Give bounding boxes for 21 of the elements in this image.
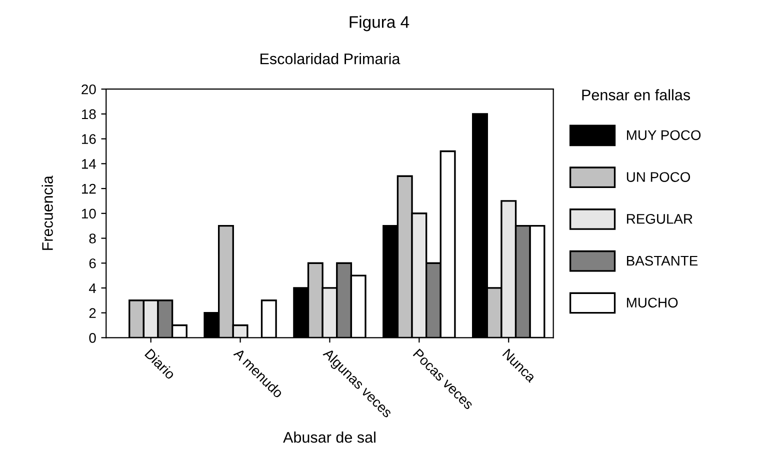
chart-title: Figura 4 (350, 16, 410, 32)
legend-title: Pensar en fallas (582, 89, 690, 100)
y-tick-label: 18 (82, 109, 96, 120)
legend-label: REGULAR (627, 214, 692, 224)
y-tick-label: 2 (89, 308, 96, 318)
x-axis-title: Abusar de sal (283, 432, 376, 443)
y-axis-title: Frecuencia (42, 176, 53, 250)
y-tick-label: 14 (82, 159, 96, 169)
chart-subtitle: Escolaridad Primaria (260, 53, 400, 64)
y-tick-label: 4 (88, 283, 96, 293)
legend-label: UN POCO (626, 172, 690, 182)
y-tick-label: 10 (82, 208, 96, 219)
legend-label: MUCHO (627, 298, 678, 308)
legend-label: BASTANTE (627, 256, 698, 266)
legend-label: MUY POCO (627, 130, 701, 140)
y-tick-label: 16 (82, 134, 96, 144)
y-tick-label: 6 (89, 258, 96, 268)
y-tick-label: 0 (89, 333, 96, 343)
y-tick-label: 8 (89, 234, 96, 244)
y-tick-label: 12 (82, 184, 96, 194)
y-tick-label: 20 (82, 84, 96, 94)
